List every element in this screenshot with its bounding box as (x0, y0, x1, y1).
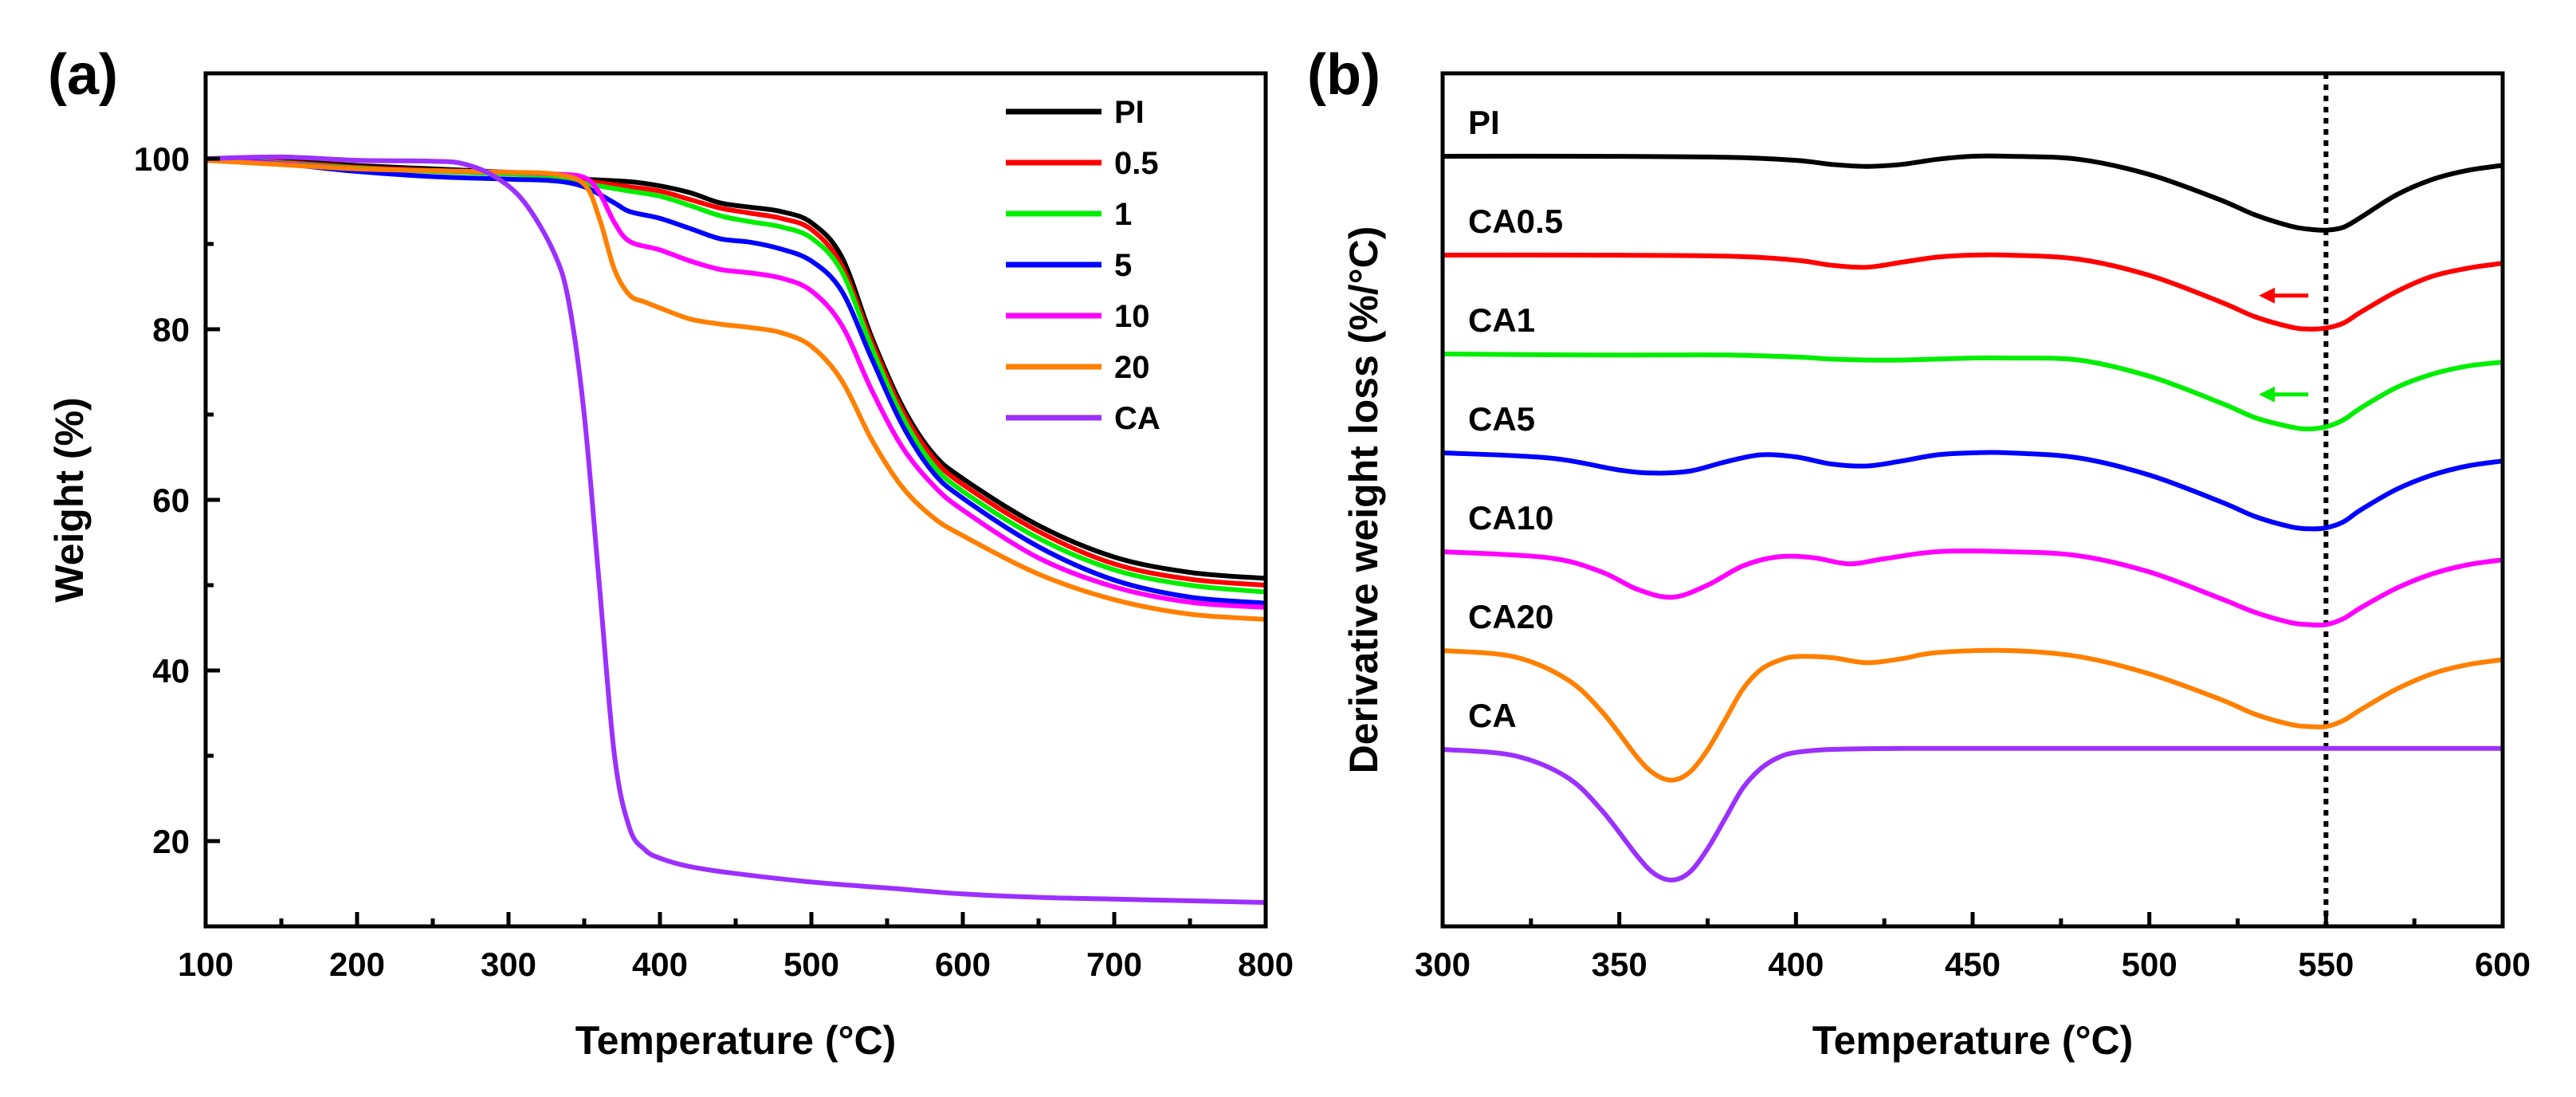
series-line-0-5 (205, 156, 1266, 588)
y-tick-label: 20 (152, 823, 190, 860)
series-line-pi (205, 156, 1266, 581)
dtg-curve-pi (1442, 153, 2503, 233)
x-tick-label: 700 (1086, 946, 1142, 983)
legend-label-20: 20 (1114, 350, 1150, 385)
curve-label-ca1: CA1 (1468, 301, 1535, 339)
arrow-head-ca0-5 (2259, 287, 2276, 304)
curve-label-pi: PI (1468, 104, 1500, 141)
panel-b-label: (b) (1307, 43, 1380, 107)
x-tick-label: 400 (632, 946, 688, 983)
x-tick-label: 350 (1592, 946, 1647, 983)
curve-label-ca10: CA10 (1468, 499, 1553, 537)
panel-a-y-ticks: 20 40 60 80 100 (134, 71, 220, 929)
panel-a-plot-frame (203, 71, 1268, 929)
legend-label-ca: CA (1114, 401, 1160, 436)
dtg-curve-ca0-5 (1442, 252, 2503, 332)
x-tick-label: 300 (1415, 946, 1471, 983)
dtg-curve-ca20 (1442, 647, 2503, 783)
y-tick-label: 80 (152, 311, 190, 348)
series-line-20 (205, 158, 1266, 622)
series-line-ca (205, 154, 1266, 905)
x-tick-label: 300 (481, 946, 536, 983)
arrow-head-ca1 (2259, 386, 2276, 403)
dtg-curve-ca1 (1442, 352, 2503, 431)
y-tick-label: 100 (134, 140, 190, 178)
dtg-curve-ca (1442, 745, 2503, 883)
series-line-5 (205, 156, 1266, 606)
panel-a-label: (a) (48, 43, 118, 107)
panel-a-y-axis-title: Weight (%) (47, 397, 92, 602)
x-tick-label: 550 (2298, 946, 2354, 983)
x-tick-label: 500 (783, 946, 839, 983)
legend-label-0-5: 0.5 (1114, 146, 1159, 181)
panel-b-series-group (1442, 153, 2503, 883)
dtg-curve-ca5 (1442, 450, 2503, 532)
y-tick-label: 60 (152, 482, 190, 519)
x-tick-label: 450 (1945, 946, 2001, 983)
panel-b-x-axis-title: Temperature (°C) (1812, 1018, 2133, 1063)
series-line-1 (205, 156, 1266, 595)
panel-b-y-axis-title: Derivative weight loss (%/°C) (1341, 226, 1386, 774)
panel-b-arrows (2259, 287, 2309, 403)
series-line-10 (205, 158, 1266, 610)
panel-b-curve-labels: PI CA0.5 CA1 CA5 CA10 CA20 CA (1468, 104, 1563, 734)
curve-label-ca20: CA20 (1468, 598, 1553, 635)
panel-a-legend: PI 0.5 1 5 10 20 CA (1006, 95, 1160, 436)
legend-label-10: 10 (1114, 299, 1150, 334)
x-tick-label: 400 (1768, 946, 1824, 983)
x-tick-label: 600 (2475, 946, 2531, 983)
legend-label-pi: PI (1114, 95, 1145, 130)
panel-b-dtg-chart: (b) 300 350 400 450 500 550 600 Temperature (°… (1307, 43, 2531, 1063)
legend-label-1: 1 (1114, 197, 1132, 232)
x-tick-label: 100 (178, 946, 234, 983)
dtg-curve-ca10 (1442, 548, 2503, 628)
legend-label-5: 5 (1114, 248, 1132, 283)
panel-a-tga-chart: (a) 100 200 300 400 500 600 700 800 20406080100… (47, 43, 1294, 1063)
panel-a-x-ticks: 100 200 300 400 500 600 700 800 (178, 912, 1294, 983)
curve-label-ca5: CA5 (1468, 400, 1535, 438)
x-tick-label: 500 (2122, 946, 2177, 983)
x-tick-label: 600 (935, 946, 991, 983)
x-tick-label: 200 (329, 946, 385, 983)
curve-label-ca0-5: CA0.5 (1468, 202, 1563, 240)
panel-b-x-ticks: 300 350 400 450 500 550 600 (1415, 912, 2531, 983)
x-tick-label: 800 (1238, 946, 1294, 983)
panel-a-x-axis-title: Temperature (°C) (575, 1018, 896, 1063)
panel-b-plot-frame (1440, 71, 2505, 929)
curve-label-ca: CA (1468, 697, 1517, 734)
panel-a-series-group (205, 154, 1266, 905)
y-tick-label: 40 (152, 652, 190, 690)
